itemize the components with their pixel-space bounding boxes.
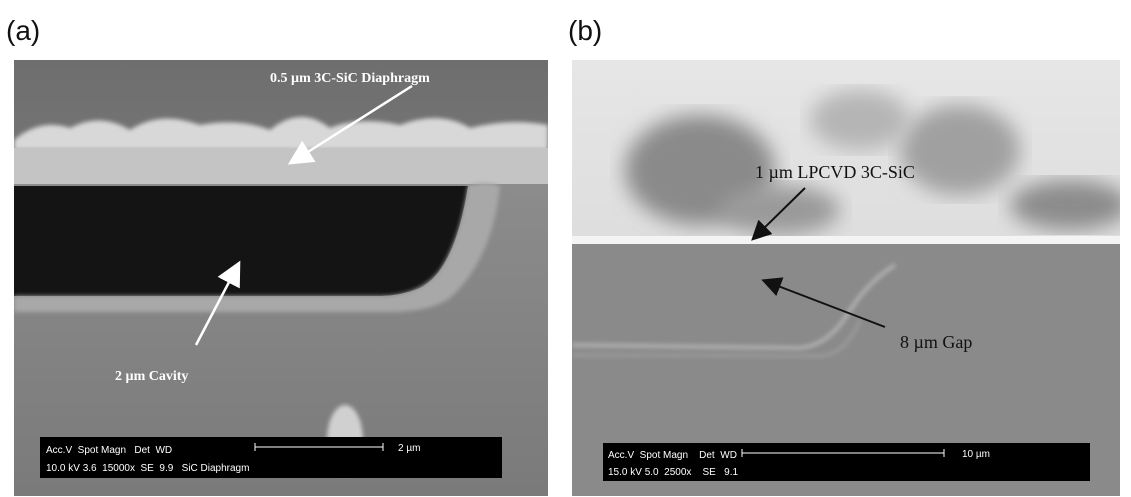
info-values: 10.0 kV 3.6 15000x SE 9.9 SiC Diaphragm (46, 463, 249, 474)
sem-image-a: 0.5 µm 3C-SiC Diaphragm 2 µm Cavity Acc.… (14, 60, 548, 496)
annotation: 2 µm Cavity (115, 369, 188, 384)
scale-label: 2 µm (398, 443, 420, 454)
panel-label: (a) (6, 15, 40, 46)
info-header: Acc.V Spot Magn Det WD (46, 445, 172, 456)
scale-label: 10 µm (962, 449, 990, 460)
annotation: 0.5 µm 3C-SiC Diaphragm (270, 71, 430, 86)
info-values: 15.0 kV 5.0 2500x SE 9.1 (608, 467, 739, 478)
figure: (a) (b) 0.5 µm 3C-SiC Diaphragm 2 µm Cav… (0, 0, 1131, 497)
panel-label: (b) (568, 15, 602, 46)
sem-image-b: 1 µm LPCVD 3C-SiC 8 µm Gap Acc.V Spot Ma… (572, 60, 1130, 496)
info-header: Acc.V Spot Magn Det WD (608, 450, 737, 461)
annotation: 8 µm Gap (900, 332, 972, 352)
annotation: 1 µm LPCVD 3C-SiC (755, 162, 915, 182)
